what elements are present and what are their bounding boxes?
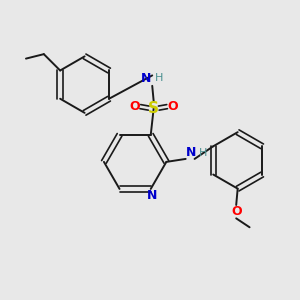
Text: H: H (198, 148, 207, 158)
Text: H: H (154, 74, 163, 83)
Text: O: O (231, 205, 242, 218)
Text: S: S (148, 100, 159, 116)
Text: N: N (141, 72, 152, 85)
Text: N: N (185, 146, 196, 160)
Text: O: O (129, 100, 140, 113)
Text: N: N (147, 189, 158, 202)
Text: O: O (168, 100, 178, 113)
